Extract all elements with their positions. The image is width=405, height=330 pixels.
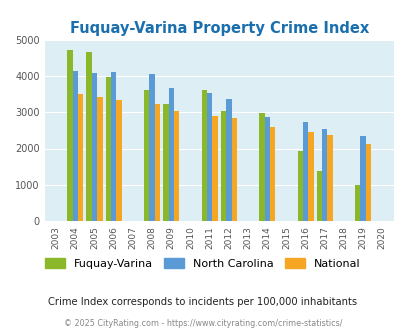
Bar [297, 151, 302, 221]
Bar [354, 185, 360, 221]
Bar [269, 127, 275, 221]
Bar [105, 77, 111, 221]
Bar [67, 50, 72, 221]
Bar [365, 144, 370, 221]
Bar [92, 73, 97, 221]
Bar [72, 71, 78, 221]
Bar [302, 122, 307, 221]
Bar [231, 118, 236, 221]
Bar [321, 129, 327, 221]
Bar [149, 74, 154, 221]
Bar [264, 117, 269, 221]
Legend: Fuquay-Varina, North Carolina, National: Fuquay-Varina, North Carolina, National [41, 254, 364, 273]
Bar [116, 100, 121, 221]
Bar [168, 88, 173, 221]
Bar [212, 116, 217, 221]
Bar [307, 132, 313, 221]
Bar [207, 93, 212, 221]
Title: Fuquay-Varina Property Crime Index: Fuquay-Varina Property Crime Index [69, 21, 368, 36]
Bar [201, 90, 207, 221]
Bar [78, 94, 83, 221]
Bar [258, 113, 264, 221]
Bar [144, 90, 149, 221]
Bar [86, 52, 92, 221]
Bar [220, 111, 226, 221]
Bar [173, 111, 179, 221]
Bar [111, 72, 116, 221]
Bar [327, 135, 332, 221]
Bar [97, 97, 102, 221]
Bar [163, 104, 168, 221]
Bar [226, 99, 231, 221]
Bar [360, 136, 365, 221]
Bar [154, 104, 160, 221]
Bar [316, 171, 321, 221]
Text: Crime Index corresponds to incidents per 100,000 inhabitants: Crime Index corresponds to incidents per… [48, 297, 357, 307]
Text: © 2025 CityRating.com - https://www.cityrating.com/crime-statistics/: © 2025 CityRating.com - https://www.city… [64, 319, 341, 328]
